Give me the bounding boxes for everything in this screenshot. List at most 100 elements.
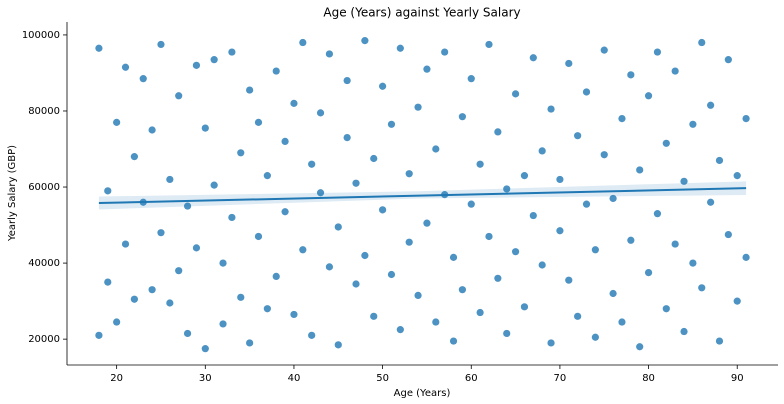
- point: [219, 320, 227, 328]
- point: [263, 305, 271, 313]
- point: [582, 200, 591, 208]
- point: [653, 210, 662, 218]
- point: [113, 118, 121, 126]
- x-axis-label: Age (Years): [394, 388, 451, 399]
- point: [95, 44, 103, 52]
- point: [538, 261, 546, 269]
- point: [529, 54, 537, 62]
- point: [308, 331, 316, 339]
- point: [379, 82, 387, 90]
- point: [254, 232, 263, 241]
- point: [95, 331, 103, 339]
- point: [157, 229, 165, 237]
- point: [219, 259, 227, 267]
- point: [671, 240, 679, 248]
- point: [636, 343, 644, 351]
- point: [742, 253, 750, 261]
- point: [511, 90, 520, 98]
- point: [707, 101, 715, 109]
- point: [299, 38, 307, 47]
- point: [662, 139, 670, 147]
- chart-title: Age (Years) against Yearly Salary: [323, 6, 520, 20]
- point: [281, 208, 289, 216]
- point: [325, 50, 334, 58]
- point: [458, 286, 466, 294]
- point: [511, 248, 520, 256]
- point: [157, 40, 165, 49]
- point: [166, 175, 174, 184]
- point: [715, 337, 724, 345]
- point: [183, 202, 192, 210]
- point: [467, 75, 475, 83]
- point: [228, 213, 236, 222]
- point: [370, 154, 378, 163]
- point: [148, 286, 156, 294]
- point: [201, 124, 209, 132]
- point: [627, 236, 635, 244]
- point: [121, 63, 130, 71]
- point: [183, 329, 192, 338]
- point: [600, 46, 608, 54]
- point: [423, 219, 431, 227]
- y-axis-label: Yearly Salary (GBP): [7, 145, 18, 242]
- x-tick-label: 40: [288, 373, 301, 384]
- point: [121, 240, 130, 248]
- x-tick-label: 80: [642, 373, 655, 384]
- point: [733, 297, 741, 305]
- point: [308, 160, 316, 168]
- point: [662, 305, 670, 313]
- point: [254, 118, 263, 126]
- point: [370, 312, 378, 320]
- point: [299, 246, 307, 254]
- point: [680, 177, 688, 185]
- point: [290, 310, 298, 319]
- point: [600, 151, 608, 159]
- point: [237, 149, 245, 157]
- point: [618, 114, 626, 123]
- point: [246, 339, 254, 347]
- point: [396, 44, 404, 52]
- point: [653, 48, 662, 56]
- point: [644, 268, 653, 277]
- point: [520, 303, 529, 311]
- point: [192, 61, 201, 69]
- point: [139, 75, 147, 83]
- point: [192, 244, 201, 252]
- point: [113, 318, 121, 326]
- point: [175, 267, 183, 275]
- point: [476, 160, 484, 168]
- point: [423, 65, 431, 73]
- point: [582, 88, 591, 96]
- point: [316, 109, 325, 117]
- point: [547, 105, 555, 113]
- point: [449, 253, 458, 261]
- point: [432, 145, 440, 153]
- x-tick-label: 70: [554, 373, 567, 384]
- point: [104, 187, 112, 195]
- point: [520, 172, 529, 180]
- point: [476, 308, 484, 317]
- point: [574, 132, 582, 140]
- x-tick-label: 50: [376, 373, 389, 384]
- point: [272, 272, 280, 280]
- point: [343, 76, 351, 85]
- y-tick-label: 80000: [28, 106, 60, 117]
- point: [715, 156, 724, 165]
- point: [680, 327, 688, 336]
- point: [175, 92, 183, 100]
- point: [565, 276, 573, 284]
- point: [742, 114, 750, 123]
- point: [609, 289, 617, 298]
- point: [547, 339, 555, 347]
- point: [352, 179, 360, 187]
- point: [387, 270, 396, 279]
- point: [228, 48, 236, 56]
- point: [210, 56, 218, 64]
- point: [458, 113, 466, 121]
- point: [449, 337, 458, 345]
- point: [201, 345, 209, 353]
- point: [290, 99, 298, 107]
- point: [263, 172, 271, 180]
- point: [316, 189, 325, 197]
- point: [529, 211, 537, 220]
